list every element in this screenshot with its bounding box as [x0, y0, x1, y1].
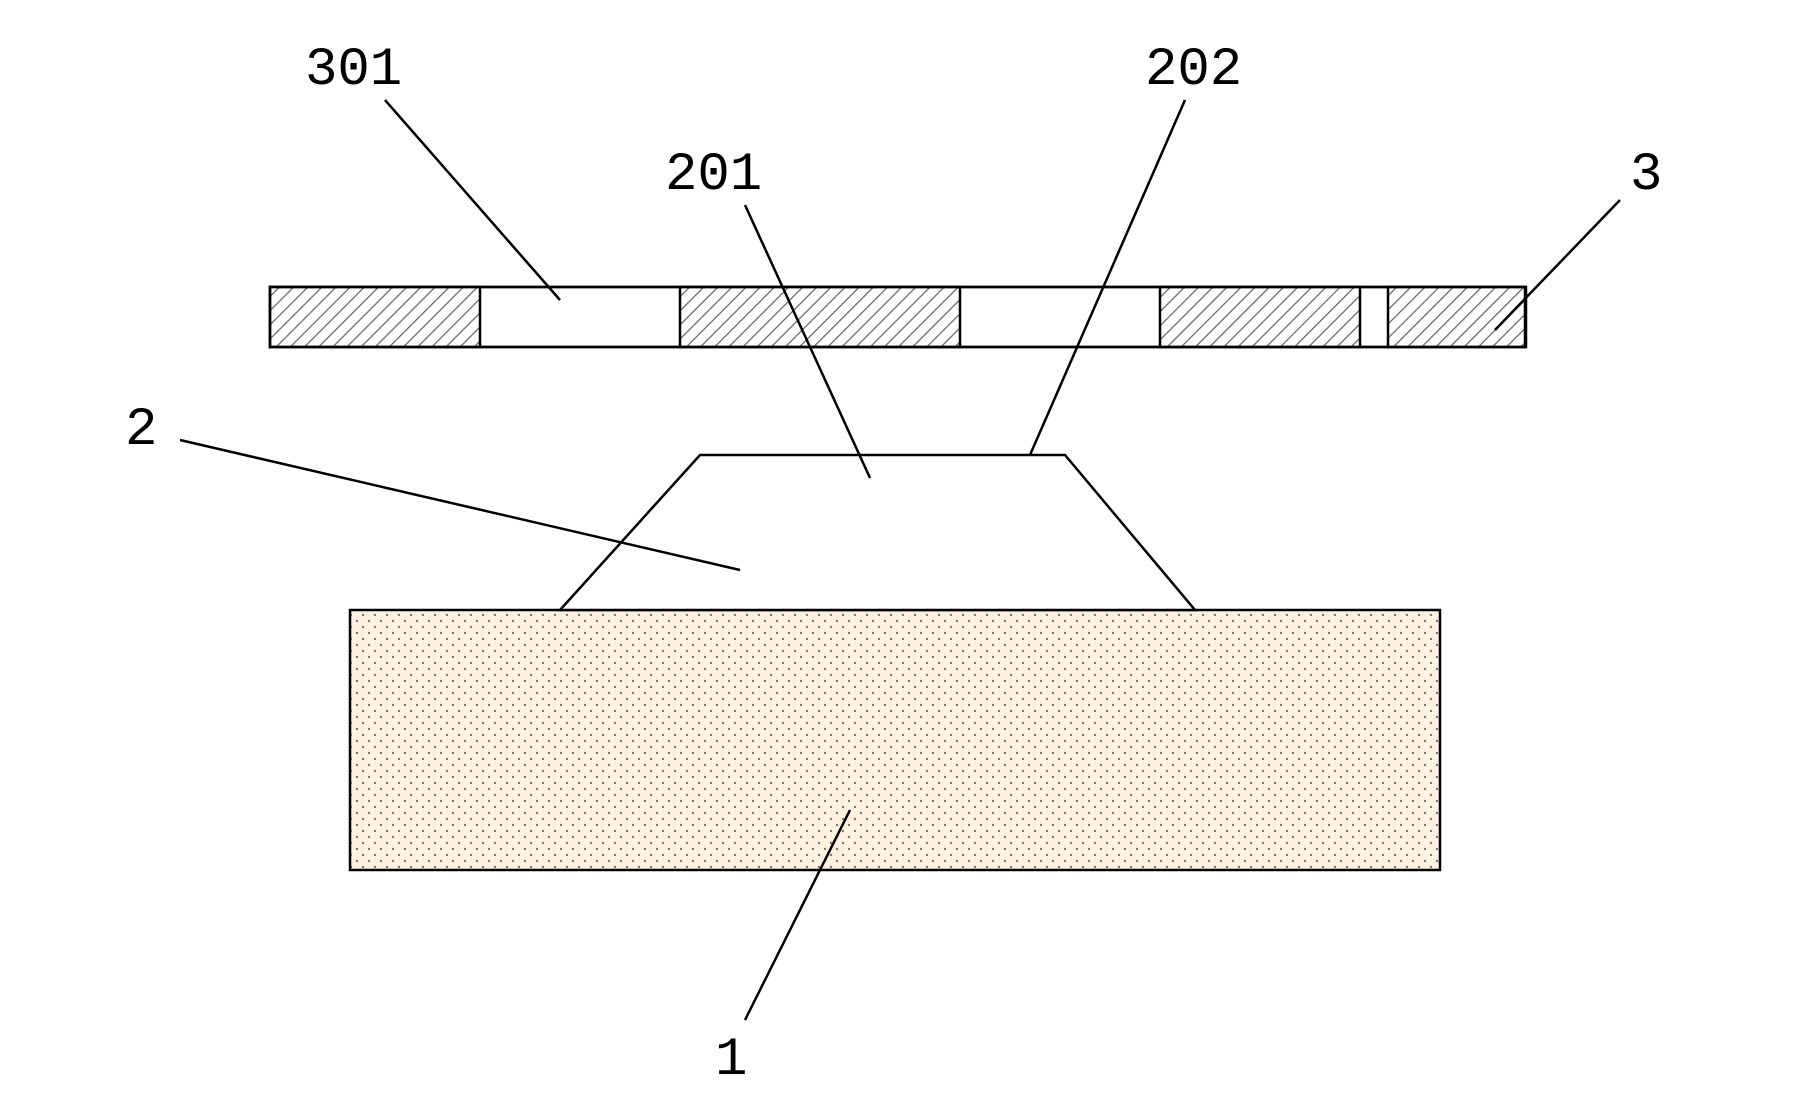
- label-1: 1: [715, 1030, 747, 1091]
- label-301: 301: [305, 40, 402, 101]
- label-201: 201: [665, 145, 762, 206]
- label-2: 2: [125, 400, 157, 461]
- diagram-svg: [0, 0, 1820, 1113]
- label-3: 3: [1630, 145, 1662, 206]
- diagram-container: 301 201 202 3 2 1: [0, 0, 1820, 1113]
- label-202: 202: [1145, 40, 1242, 101]
